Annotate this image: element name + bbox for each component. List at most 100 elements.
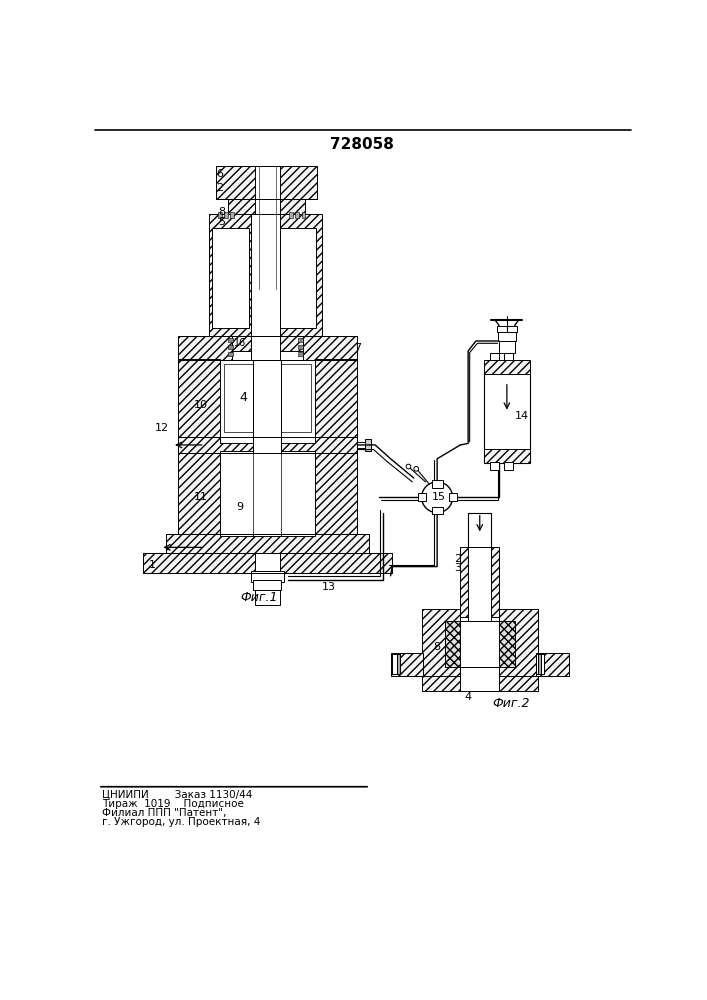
Bar (432, 480, 443, 488)
Text: 8: 8 (433, 642, 440, 652)
Text: 5: 5 (218, 217, 225, 227)
Text: 13: 13 (322, 582, 336, 592)
Text: 16: 16 (234, 338, 247, 348)
Bar (498, 332, 516, 341)
Bar (391, 653, 423, 676)
Bar (421, 676, 538, 691)
Bar (177, 359, 220, 536)
Circle shape (421, 482, 452, 513)
Bar (230, 212, 234, 218)
Bar (460, 620, 499, 667)
Bar (504, 353, 513, 360)
Bar (298, 345, 303, 349)
Text: Филиал ППП "Патент",: Филиал ППП "Патент", (103, 808, 227, 818)
Bar (220, 451, 315, 536)
Bar (298, 338, 303, 342)
Bar (255, 553, 280, 605)
Bar (499, 609, 538, 678)
Bar (251, 336, 280, 360)
Bar (357, 442, 371, 448)
Bar (497, 326, 517, 332)
Bar (499, 341, 515, 353)
Bar (255, 166, 280, 289)
Bar (449, 493, 457, 501)
Bar (253, 437, 281, 453)
Bar (224, 212, 228, 218)
Bar (220, 496, 315, 534)
Text: г. Ужгород, ул. Проектная, 4: г. Ужгород, ул. Проектная, 4 (103, 817, 261, 827)
Bar (177, 437, 357, 453)
Circle shape (406, 464, 411, 469)
Text: 3: 3 (454, 563, 461, 573)
Bar (432, 507, 443, 514)
Text: 4: 4 (240, 391, 247, 404)
Bar (418, 493, 426, 501)
Bar (224, 364, 311, 432)
Text: 4: 4 (464, 692, 472, 702)
Circle shape (414, 467, 419, 471)
Text: 6: 6 (216, 169, 223, 179)
Bar (296, 212, 299, 218)
Text: Фиг.2: Фиг.2 (492, 697, 530, 710)
Bar (504, 462, 513, 470)
Bar (538, 654, 541, 674)
Bar (298, 352, 303, 356)
Bar (209, 214, 251, 336)
Bar (166, 534, 369, 553)
Bar (232, 336, 303, 351)
Bar (251, 214, 280, 336)
Bar (280, 214, 322, 336)
Bar (460, 667, 499, 691)
Bar (484, 370, 530, 463)
Bar (301, 212, 305, 218)
Text: 15: 15 (432, 492, 445, 502)
Bar (460, 547, 499, 620)
Bar (490, 353, 499, 360)
Bar (218, 212, 222, 218)
Text: ЦНИИПИ        Заказ 1130/44: ЦНИИПИ Заказ 1130/44 (103, 790, 252, 800)
Text: 7: 7 (354, 343, 362, 353)
Bar (232, 214, 301, 225)
Bar (177, 336, 232, 360)
Bar (220, 360, 315, 443)
Bar (212, 228, 249, 328)
Bar (468, 547, 491, 620)
Bar (468, 513, 491, 590)
Bar (460, 617, 499, 644)
Bar (143, 553, 392, 573)
Text: 14: 14 (515, 411, 530, 421)
Bar (228, 345, 233, 349)
Bar (228, 199, 305, 214)
Bar (421, 609, 460, 678)
Bar (228, 338, 233, 342)
Bar (490, 462, 499, 470)
Bar (280, 228, 316, 328)
Bar (445, 617, 515, 644)
Text: 728058: 728058 (330, 137, 394, 152)
Bar (220, 453, 315, 534)
Bar (537, 653, 569, 676)
Text: 2: 2 (216, 183, 223, 193)
Bar (303, 336, 357, 360)
Bar (289, 212, 293, 218)
Bar (537, 654, 544, 674)
Bar (365, 439, 371, 451)
Bar (392, 654, 400, 674)
Text: 1: 1 (148, 560, 156, 570)
Bar (445, 620, 515, 667)
Text: 2: 2 (454, 554, 461, 564)
Bar (253, 580, 281, 590)
Text: 11: 11 (194, 492, 208, 502)
Text: Фиг.1: Фиг.1 (240, 591, 278, 604)
Bar (216, 166, 317, 199)
Text: Тираж  1019    Подписное: Тираж 1019 Подписное (103, 799, 244, 809)
Bar (484, 360, 530, 374)
Bar (251, 571, 284, 582)
Text: 12: 12 (155, 423, 169, 433)
Text: 9: 9 (236, 502, 243, 512)
Bar (484, 449, 530, 463)
Text: 10: 10 (194, 400, 208, 410)
Text: 8: 8 (218, 207, 226, 217)
Bar (253, 360, 281, 536)
Bar (228, 352, 233, 356)
